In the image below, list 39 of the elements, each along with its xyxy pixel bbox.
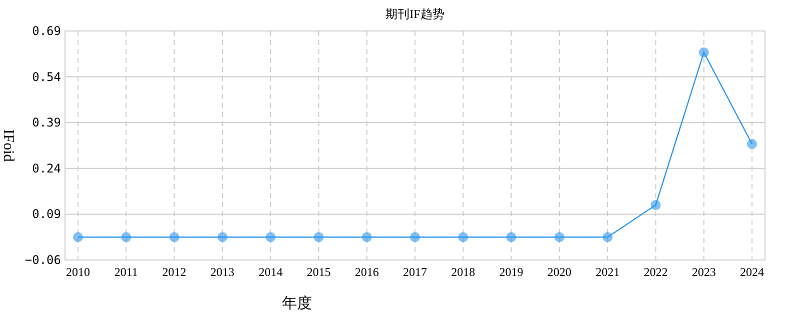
point <box>458 232 468 242</box>
point <box>410 232 420 242</box>
point <box>362 232 372 242</box>
x-tick-label: 2016 <box>354 265 379 279</box>
x-tick-label: 2019 <box>499 265 524 279</box>
x-tick-label: 2010 <box>66 265 90 279</box>
point <box>73 232 83 242</box>
x-tick-label: 2012 <box>162 265 186 279</box>
x-tick-label: 2023 <box>692 265 716 279</box>
x-tick-label: 2017 <box>403 265 427 279</box>
chart-title: 期刊IF趋势 <box>386 7 444 21</box>
point <box>217 232 228 242</box>
point <box>554 232 564 242</box>
x-tick-label: 2014 <box>258 265 283 279</box>
y-tick-label: 0.24 <box>32 161 61 176</box>
x-tick-label: 2022 <box>644 265 668 279</box>
x-tick-label: 2024 <box>740 265 764 279</box>
x-tick-label: 2011 <box>114 265 138 279</box>
point <box>602 232 613 242</box>
point <box>121 232 132 242</box>
x-axis-title: 年度 <box>282 295 312 312</box>
y-axis-title: IFoid <box>0 129 16 162</box>
point <box>314 232 324 242</box>
point <box>698 47 709 58</box>
point <box>747 138 757 149</box>
x-tick-label: 2020 <box>547 265 572 279</box>
point <box>169 232 180 242</box>
point <box>650 200 661 210</box>
x-tick-label: 2018 <box>451 265 476 279</box>
y-tick-label: 0.54 <box>32 70 61 84</box>
y-tick-label: 0.09 <box>32 207 61 222</box>
point <box>506 232 516 242</box>
x-tick-label: 2021 <box>596 265 620 279</box>
point <box>266 232 276 242</box>
x-tick-label: 2013 <box>210 265 234 279</box>
x-tick-label: 2015 <box>306 265 331 279</box>
y-tick-label: 0.39 <box>32 116 61 130</box>
y-tick-label: 0.69 <box>32 24 61 38</box>
y-tick-label: −0.06 <box>24 253 61 267</box>
